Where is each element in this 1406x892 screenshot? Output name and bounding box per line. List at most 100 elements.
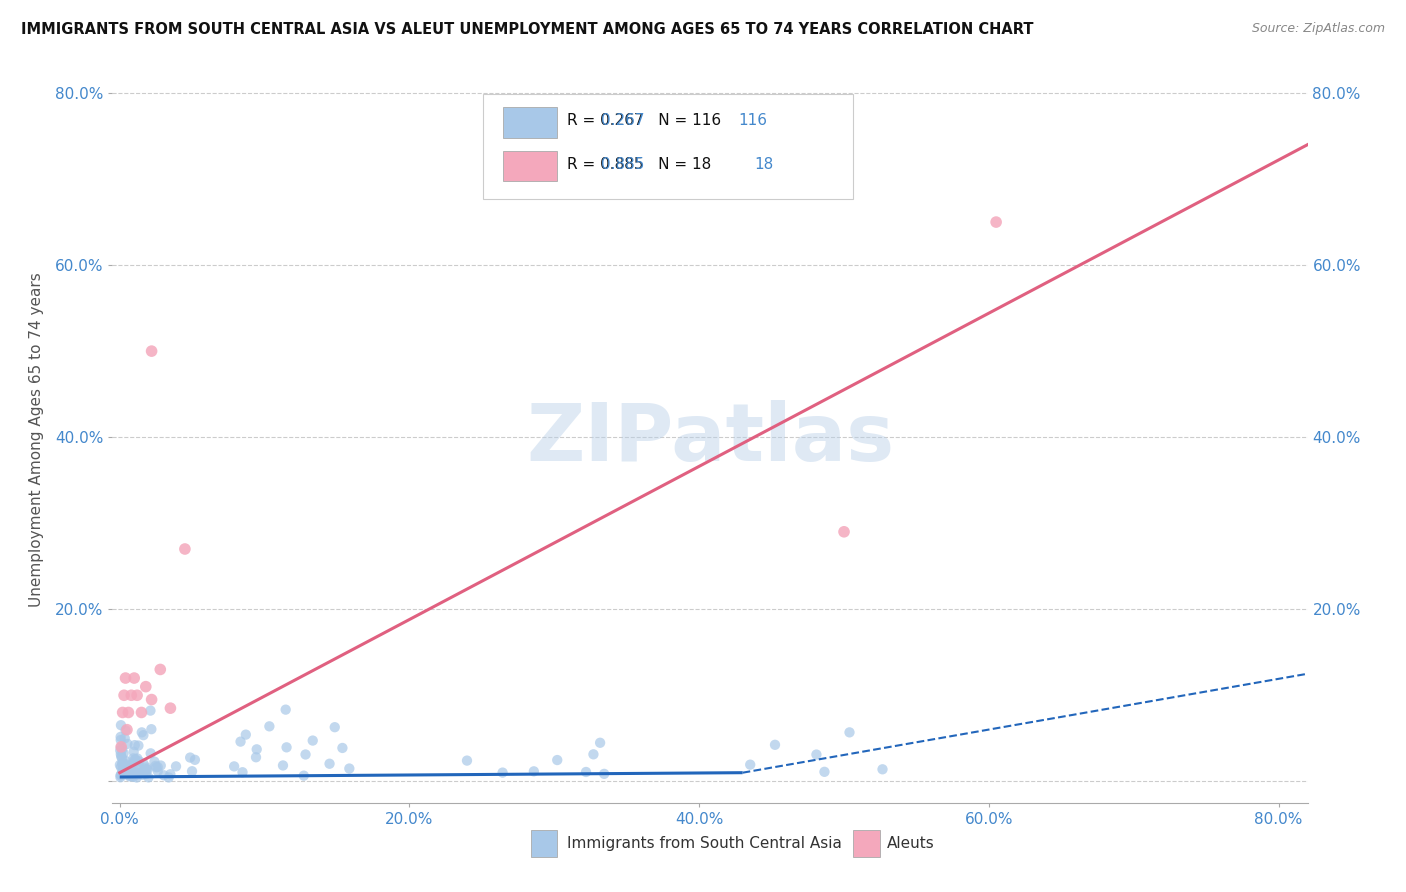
Point [145,759,167,773]
Point [115,723,138,737]
Point [117,737,139,751]
Point [111,742,134,756]
Point [122,757,145,772]
Point [149,758,172,772]
Point [152,768,174,782]
Point [146,760,169,774]
Point [112,766,135,780]
Point [118,766,141,780]
Point [135,680,157,694]
Point [141,722,163,736]
Point [111,767,134,781]
Point [114,731,136,746]
Point [332,741,354,756]
Point [127,739,149,753]
Point [111,751,134,765]
Point [131,768,153,782]
Point [122,751,145,765]
Point [872,762,894,776]
Point [110,740,132,755]
Point [141,344,163,359]
Point [121,756,143,771]
Point [149,663,172,677]
Point [131,764,153,778]
Point [984,215,1007,229]
Text: 116: 116 [738,113,768,128]
Point [114,723,136,738]
Bar [853,830,880,857]
Point [838,725,860,739]
Text: 0.267: 0.267 [602,113,645,128]
Point [124,768,146,782]
Point [146,764,169,779]
Point [593,767,616,781]
Point [127,765,149,780]
Point [491,765,513,780]
Point [124,752,146,766]
Point [127,751,149,765]
Point [114,767,136,781]
Point [110,747,132,762]
Text: 0.885: 0.885 [602,157,644,172]
Point [127,688,149,702]
Point [112,688,135,702]
Point [122,770,145,784]
Point [111,756,134,771]
Text: 18: 18 [754,157,773,172]
Point [165,759,187,773]
Point [141,692,163,706]
Point [110,768,132,782]
Point [323,720,346,734]
Point [143,755,166,769]
Point [128,755,150,769]
Point [111,764,134,778]
Point [111,756,134,771]
Point [145,760,167,774]
Point [110,733,132,747]
Point [181,764,204,779]
Point [112,747,135,761]
Point [159,701,181,715]
Point [224,759,246,773]
Point [246,742,269,756]
Point [139,704,162,718]
Point [110,739,132,754]
Point [114,754,136,768]
Point [120,766,142,780]
Point [124,738,146,752]
Point [108,757,131,772]
Y-axis label: Unemployment Among Ages 65 to 74 years: Unemployment Among Ages 65 to 74 years [30,272,44,607]
Point [122,768,145,782]
Point [131,725,153,739]
Point [179,750,201,764]
FancyBboxPatch shape [484,94,853,200]
Point [110,749,132,764]
Point [125,771,148,785]
Point [135,767,157,781]
Point [121,769,143,783]
Point [589,736,612,750]
Point [135,760,157,774]
Point [174,541,197,556]
Point [139,747,162,761]
Point [294,747,316,762]
Point [763,738,786,752]
Point [301,733,323,747]
Point [117,768,139,782]
Point [229,734,252,748]
Point [117,759,139,773]
Point [318,756,340,771]
Point [546,753,568,767]
Point [110,760,132,774]
Point [122,671,145,685]
Point [110,768,132,782]
Point [120,688,142,702]
Point [124,767,146,781]
Point [112,757,135,772]
Bar [531,830,557,857]
Point [138,771,160,785]
Point [806,747,828,762]
Point [135,762,157,776]
Point [337,762,360,776]
Point [110,770,132,784]
